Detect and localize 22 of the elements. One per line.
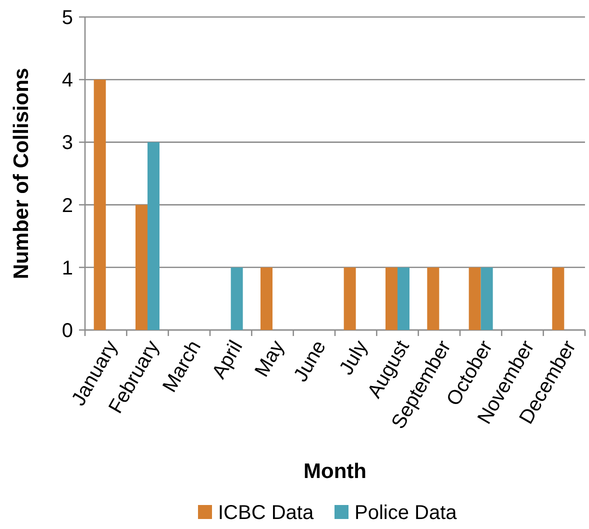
y-tick-label: 0 (62, 320, 73, 342)
bar (468, 267, 481, 330)
bar (260, 267, 272, 330)
bar (552, 267, 564, 330)
bar (230, 267, 243, 330)
bar (148, 142, 160, 330)
x-axis-title: Month (304, 460, 366, 483)
bar (398, 267, 410, 330)
y-tick-label: 1 (62, 257, 73, 280)
y-tick-label: 2 (62, 194, 73, 217)
bar (136, 204, 148, 330)
bar (386, 267, 398, 330)
y-axis-title: Number of Collisions (10, 68, 33, 280)
legend-label: ICBC Data (218, 502, 314, 524)
bar (480, 267, 493, 330)
bar (344, 267, 356, 330)
legend-label: Police Data (354, 502, 458, 524)
bar (94, 80, 106, 330)
y-tick-label: 4 (62, 70, 73, 92)
bar (427, 267, 440, 330)
y-tick-label: 5 (62, 7, 73, 29)
y-tick-label: 3 (62, 132, 73, 154)
